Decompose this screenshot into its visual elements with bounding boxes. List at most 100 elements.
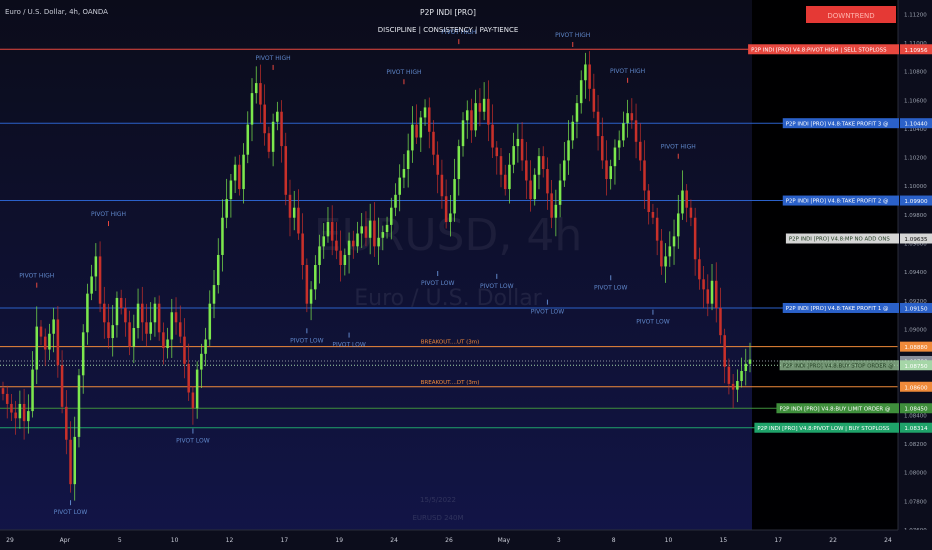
time-axis-panel[interactable]: [0, 530, 932, 550]
candle-body: [233, 164, 237, 181]
candle-body: [136, 303, 140, 329]
watermark: EURUSD, 4h Euro / U.S. Dollar: [314, 210, 582, 311]
price-axis-panel[interactable]: [898, 0, 932, 550]
candle-body: [453, 179, 456, 214]
candle-body: [65, 406, 68, 440]
candle-body: [69, 439, 72, 485]
time-tick-label: 17: [281, 537, 289, 544]
candle-body: [411, 124, 414, 151]
candle-body: [491, 124, 494, 148]
indicator-name: P2P INDI [PRO]: [420, 8, 476, 17]
candle-body: [314, 265, 317, 290]
candle-body: [216, 254, 220, 286]
price-tick-label: 1.10200: [904, 156, 927, 162]
candle-body: [178, 322, 182, 337]
time-tick-label: 17: [774, 537, 782, 544]
level-tag-mp-no-add-ons: P2P INDI [PRO] V4.8:MP NO ADD ONS: [789, 237, 891, 243]
level-mid-label-breakout-down: BREAKOUT....DT (3m): [421, 380, 480, 386]
candle-body: [347, 240, 351, 255]
candle-body: [643, 160, 646, 191]
level-tag-buy-limit-order: P2P INDI [PRO] V4.8:BUY LIMIT ORDER @: [779, 406, 890, 412]
pivot-high-label: PIVOT HIGH: [441, 29, 476, 36]
candle-body: [191, 392, 195, 409]
pivot-low-label: PIVOT LOW: [480, 283, 514, 290]
price-box-text-mp-no-add-ons: 1.09635: [904, 237, 928, 243]
candle-body: [613, 147, 617, 167]
watermark-name: Euro / U.S. Dollar: [354, 286, 542, 311]
candle-body: [103, 303, 106, 323]
time-tick-label: 19: [335, 537, 343, 544]
level-mid-label-breakout-up: BREAKOUT....UT (3m): [421, 340, 479, 346]
pivot-high-label: PIVOT HIGH: [91, 211, 126, 218]
candle-body: [639, 141, 642, 161]
candle-body: [31, 369, 34, 412]
time-tick-label: 24: [884, 537, 892, 544]
candle-body: [141, 303, 144, 323]
price-tick-label: 1.08200: [904, 442, 927, 448]
level-tag-bg-mp-no-add-ons: [785, 233, 899, 244]
candle-body: [301, 233, 304, 265]
price-box-buy-stop-order: [900, 360, 932, 371]
candle-body: [415, 124, 418, 138]
candle-body: [200, 353, 203, 370]
candle-body: [660, 240, 663, 267]
candle-body: [27, 411, 30, 422]
candle-body: [98, 256, 102, 304]
price-tick-label: 1.09600: [904, 242, 927, 248]
candle-body: [162, 332, 165, 349]
candle-body: [672, 236, 676, 247]
price-box-text-breakout-down: 1.08600: [904, 385, 928, 391]
symbol-title[interactable]: Euro / U.S. Dollar, 4h, OANDA: [5, 8, 108, 16]
candle-body: [39, 326, 43, 337]
candle-body: [664, 256, 667, 267]
candle-body: [14, 412, 17, 419]
price-box-text-take-profit-1: 1.09150: [904, 306, 928, 312]
candle-body: [630, 113, 634, 121]
candle-body: [288, 194, 292, 218]
time-tick-label: May: [498, 537, 511, 544]
candle-body: [622, 123, 625, 141]
candle-body: [183, 336, 186, 364]
candle-body: [174, 312, 178, 323]
candle-body: [449, 213, 452, 223]
candle-body: [322, 236, 326, 247]
price-box-text-take-profit-3: 1.10440: [904, 122, 928, 128]
candle-body: [394, 194, 397, 208]
pivot-labels-layer: PIVOT HIGH PIVOT LOW PIVOT HIGH PIVOT LOW PI…: [19, 29, 696, 516]
candle-body: [22, 403, 26, 422]
price-tick-label: 1.09200: [904, 299, 927, 305]
candle-body: [465, 110, 469, 121]
candle-body: [723, 335, 726, 367]
candle-body: [149, 322, 152, 334]
candle-body: [360, 226, 363, 234]
price-box-breakout-down: [900, 381, 932, 392]
price-box-take-profit-3: [900, 118, 932, 129]
pivot-high-label: PIVOT HIGH: [661, 144, 696, 151]
candle-body: [86, 293, 89, 333]
price-box-text-pivot-high-sell-stoploss: 1.10956: [904, 48, 928, 54]
candle-body: [444, 196, 448, 223]
candle-body: [457, 146, 461, 180]
candle-body: [221, 217, 224, 255]
candle-body: [681, 190, 684, 214]
candle-body: [124, 307, 127, 323]
candle-body: [5, 393, 9, 404]
time-tick-label: 5: [118, 537, 122, 544]
candle-body: [668, 246, 672, 257]
time-axis[interactable]: 29 Apr 5 10 12 17 19 24 26 May 3 8 10 15 17 22 24: [6, 537, 892, 544]
candle-body: [626, 113, 629, 124]
price-box-pivot-high-sell-stoploss: [900, 44, 932, 55]
candle-body: [727, 366, 731, 384]
level-tag-bg-buy-stop-order: [779, 360, 899, 371]
level-tag-take-profit-2: P2P INDI [PRO] V4.8:TAKE PROFIT 2 @: [786, 199, 889, 205]
pivot-low-label: PIVOT LOW: [636, 319, 670, 326]
candle-body: [238, 164, 241, 190]
candle-body: [90, 276, 93, 294]
candle-body: [579, 80, 583, 104]
candle-body: [748, 359, 752, 364]
level-tag-bg-take-profit-3: [782, 118, 899, 129]
candle-body: [339, 250, 342, 265]
candle-body: [719, 307, 722, 336]
time-tick-label: Apr: [60, 537, 71, 544]
